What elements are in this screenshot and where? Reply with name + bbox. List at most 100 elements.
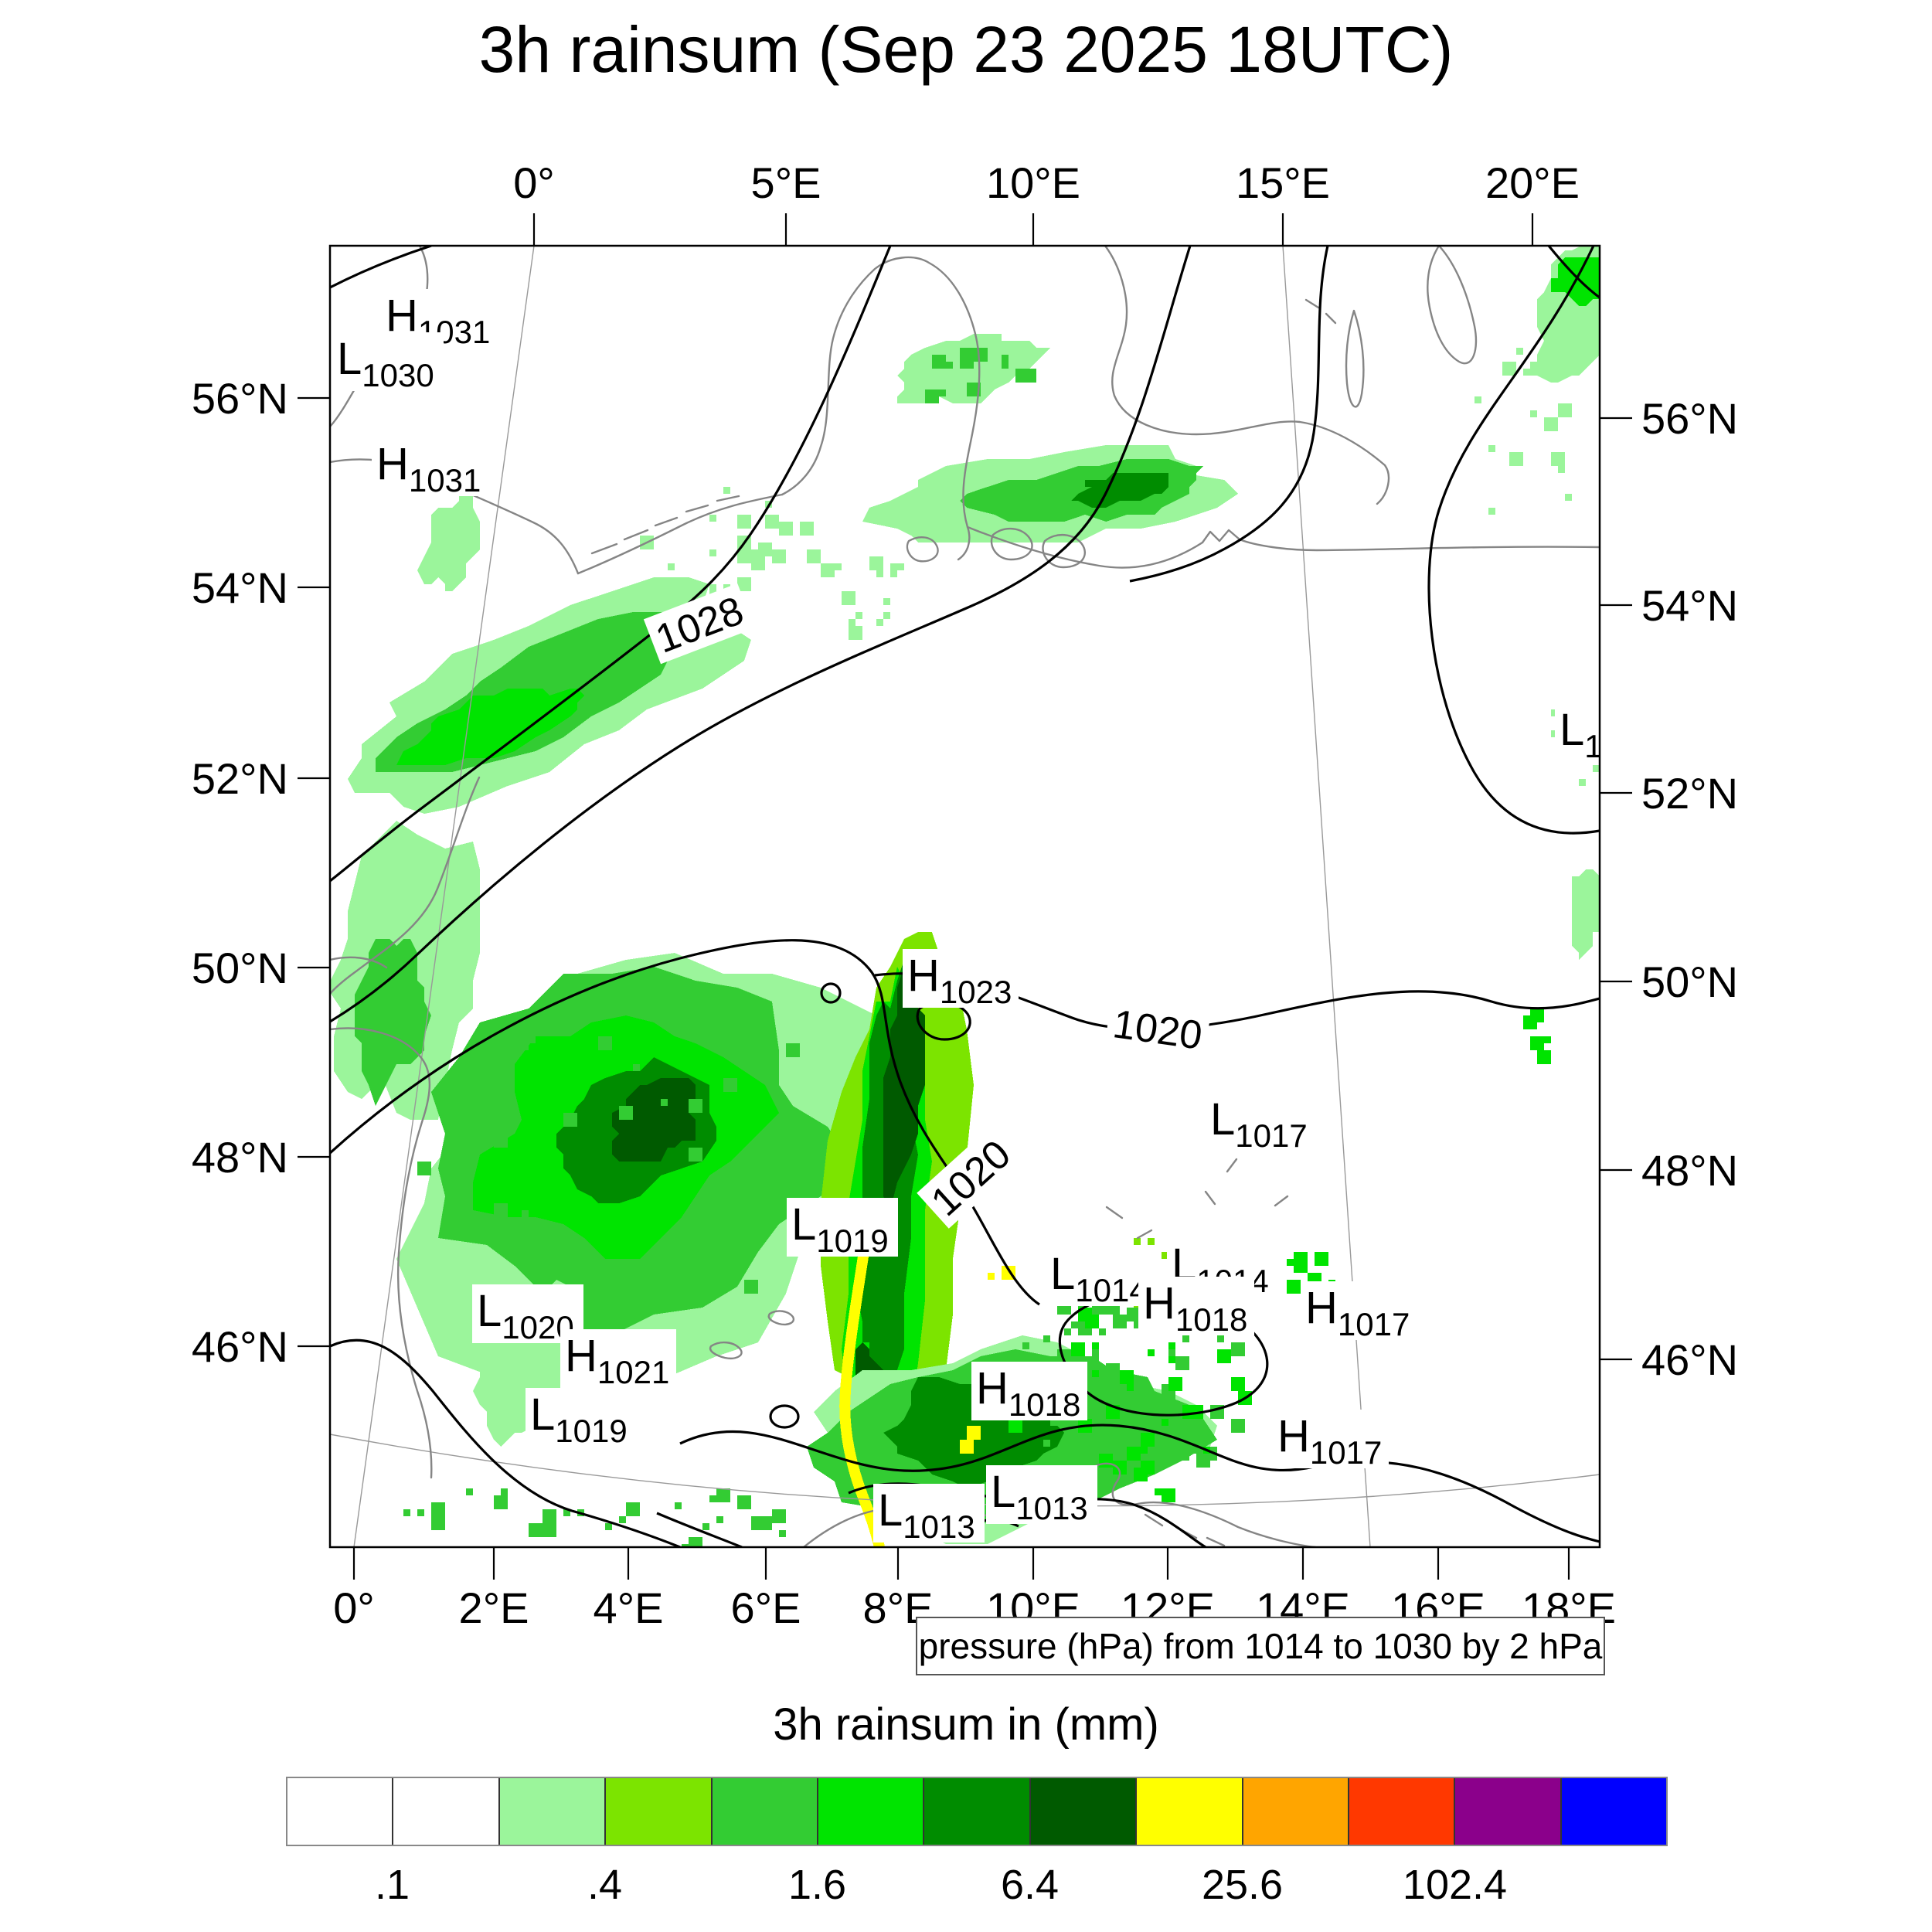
rain-speck <box>1036 1356 1043 1363</box>
rain-speck <box>897 563 904 570</box>
rain-speck <box>1488 508 1495 515</box>
rain-speck <box>1579 779 1586 786</box>
rain-speck <box>1043 1335 1050 1342</box>
page-title: 3h rainsum (Sep 23 2025 18UTC) <box>478 13 1454 86</box>
rain-speck <box>1022 1342 1029 1349</box>
rain-speck <box>1092 1370 1099 1377</box>
rain-speck <box>849 626 862 640</box>
rain-speck <box>1092 1342 1099 1349</box>
rain-speck <box>751 556 765 570</box>
rain-speck <box>1141 1447 1148 1454</box>
rain-speck <box>1113 1461 1127 1475</box>
rain-speck <box>772 1148 779 1155</box>
rain-speck <box>1475 396 1481 403</box>
rain-speck <box>758 543 772 556</box>
rain-speck <box>1092 1356 1099 1363</box>
rain-speck <box>515 1036 529 1050</box>
rain-speck <box>1127 1447 1141 1461</box>
rain-speck <box>1231 1419 1245 1433</box>
rain-speck <box>431 1516 445 1530</box>
coastline <box>1345 309 1365 408</box>
map-border <box>328 244 1601 1549</box>
rain-speck <box>459 1134 473 1148</box>
rain-speck <box>1127 1308 1141 1321</box>
isobar <box>1427 246 1600 835</box>
isobar <box>330 246 432 289</box>
rain-speck <box>1113 1440 1120 1447</box>
rain-speck <box>967 1440 974 1447</box>
rain-speck <box>417 1509 424 1516</box>
rain-speck <box>1168 1349 1175 1356</box>
rain-area <box>1572 869 1600 960</box>
rain-speck <box>661 1099 668 1106</box>
rain-speck <box>1516 348 1523 355</box>
rain-speck <box>417 1162 431 1175</box>
pressure-center-box <box>903 949 1019 1008</box>
pressure-center-label: H1017 <box>1273 1410 1389 1471</box>
rain-speck <box>1530 1015 1537 1022</box>
rain-speck <box>1182 1335 1189 1342</box>
rain-speck <box>786 1175 793 1182</box>
rain-speck <box>605 1523 612 1530</box>
lat-label-right: 46°N <box>1641 1335 1738 1384</box>
rain-speck <box>619 1516 626 1523</box>
colorbar-cell-11 <box>1454 1778 1560 1845</box>
rain-speck <box>883 598 890 605</box>
rain-speck <box>522 1210 529 1217</box>
lon-label-bottom: 4°E <box>594 1583 664 1632</box>
pressure-center-label: H1023 <box>903 949 1019 1010</box>
rain-speck <box>1162 1252 1168 1259</box>
rain-speck <box>466 1488 473 1495</box>
lon-label-bottom: 2°E <box>459 1583 529 1632</box>
rain-speck <box>1544 1036 1551 1043</box>
rain-speck <box>1189 1405 1203 1419</box>
rain-speck <box>883 612 890 619</box>
pressure-center-label: H1031 <box>372 437 488 498</box>
coastline <box>330 776 481 995</box>
pressure-center-label: H1018 <box>971 1362 1087 1423</box>
colorbar-cell-6 <box>923 1778 1029 1845</box>
rain-speck <box>431 1502 445 1516</box>
rain-speck <box>1231 1377 1245 1391</box>
colorbar-cell-4 <box>710 1778 817 1845</box>
lat-label-left: 56°N <box>192 374 288 423</box>
lat-label-left: 52°N <box>192 754 288 803</box>
rain-speck <box>932 355 946 369</box>
pressure-center-label: L1019 <box>526 1388 637 1449</box>
rain-speck <box>675 1502 682 1509</box>
coastline <box>1304 298 1320 309</box>
colorbar-tick-label: 25.6 <box>1201 1862 1284 1908</box>
coastline <box>1105 1206 1124 1219</box>
rain-speck <box>709 515 716 522</box>
rain-speck <box>1217 1335 1224 1342</box>
rain-speck <box>751 1516 765 1530</box>
coastline <box>1204 1190 1216 1206</box>
coastline <box>716 495 740 502</box>
coastline <box>709 1341 743 1359</box>
coastline <box>1144 1513 1164 1527</box>
coastline <box>1104 246 1390 505</box>
rain-speck <box>1558 466 1565 473</box>
rain-speck <box>1530 1036 1544 1050</box>
rain-speck <box>723 487 730 494</box>
pressure-center-text: L10 <box>1560 705 1621 764</box>
rain-speck <box>689 1099 702 1113</box>
rain-speck <box>716 1488 730 1502</box>
pressure-center-box <box>971 1362 1087 1420</box>
rain-speck <box>494 1203 508 1217</box>
rain-speck <box>855 612 862 619</box>
pressure-center-box <box>1138 1277 1254 1335</box>
rain-speck <box>1002 362 1009 369</box>
rain-speck <box>1106 1363 1120 1377</box>
pressure-center-box <box>526 1388 637 1447</box>
rain-speck <box>1530 410 1537 417</box>
rain-speck <box>1315 1252 1328 1266</box>
pressure-center-label: L1013 <box>873 1484 985 1545</box>
pressure-center-label: L1013 <box>986 1465 1097 1526</box>
pressure-center-box <box>1555 703 1600 762</box>
coastline <box>767 1310 795 1326</box>
rain-speck <box>668 563 675 570</box>
rain-speck <box>779 522 793 536</box>
